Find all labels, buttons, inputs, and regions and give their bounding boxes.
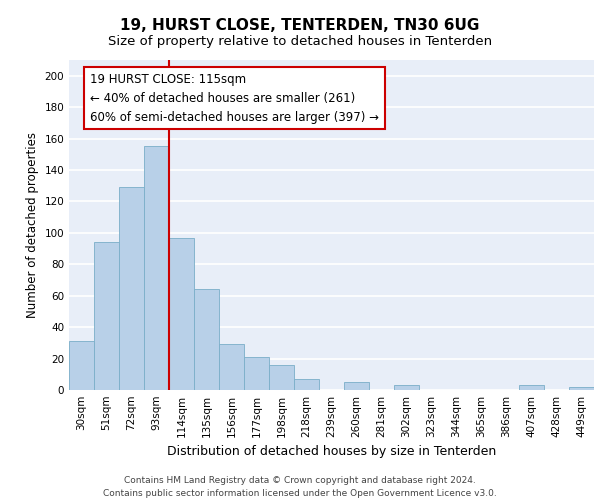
- Bar: [69, 342, 94, 390]
- Bar: [519, 386, 544, 390]
- Bar: [344, 382, 369, 390]
- Bar: [219, 344, 244, 390]
- X-axis label: Distribution of detached houses by size in Tenterden: Distribution of detached houses by size …: [167, 446, 496, 458]
- Bar: [294, 379, 319, 390]
- Bar: [94, 242, 119, 390]
- Text: Size of property relative to detached houses in Tenterden: Size of property relative to detached ho…: [108, 35, 492, 48]
- Text: 19, HURST CLOSE, TENTERDEN, TN30 6UG: 19, HURST CLOSE, TENTERDEN, TN30 6UG: [121, 18, 479, 32]
- Bar: [194, 290, 219, 390]
- Y-axis label: Number of detached properties: Number of detached properties: [26, 132, 39, 318]
- Bar: [144, 146, 169, 390]
- Bar: [244, 357, 269, 390]
- Text: 19 HURST CLOSE: 115sqm
← 40% of detached houses are smaller (261)
60% of semi-de: 19 HURST CLOSE: 115sqm ← 40% of detached…: [90, 72, 379, 124]
- Bar: [569, 387, 594, 390]
- Bar: [394, 386, 419, 390]
- Bar: [169, 238, 194, 390]
- Bar: [119, 188, 144, 390]
- Bar: [269, 365, 294, 390]
- Text: Contains HM Land Registry data © Crown copyright and database right 2024.
Contai: Contains HM Land Registry data © Crown c…: [103, 476, 497, 498]
